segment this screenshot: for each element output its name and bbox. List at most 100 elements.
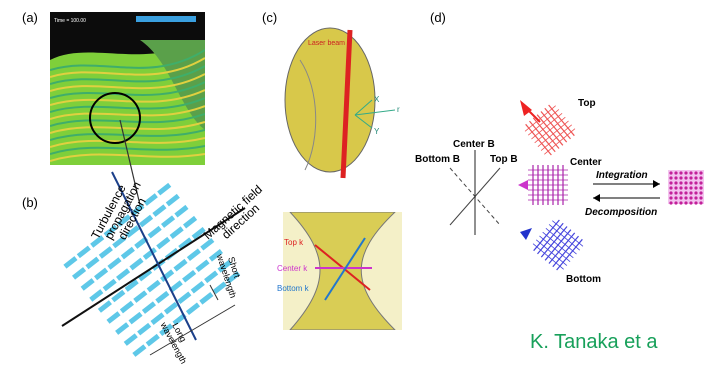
lattice-dot (684, 201, 687, 204)
lattice-dot (684, 171, 687, 174)
stripe (108, 239, 214, 322)
lattice-dot (679, 191, 682, 194)
lattice-dot (679, 181, 682, 184)
lattice-dot (669, 191, 672, 194)
lattice-dot (699, 181, 702, 184)
lattice-dot (679, 196, 682, 199)
lattice-dot (699, 191, 702, 194)
credit: K. Tanaka et a (530, 331, 658, 353)
lattice-dot (679, 171, 682, 174)
operation-label: Decomposition (585, 207, 657, 218)
lattice-dot (699, 186, 702, 189)
lattice-dot (684, 191, 687, 194)
lattice-dot (694, 196, 697, 199)
lattice-dot (684, 176, 687, 179)
lattice-dot (669, 196, 672, 199)
lattice-dot (699, 196, 702, 199)
lattice-line (544, 129, 575, 155)
lattice-line (549, 105, 575, 136)
panel-label: (b) (22, 195, 38, 210)
lattice-dot (669, 201, 672, 204)
lattice-line (539, 236, 570, 262)
lattice-dot (699, 176, 702, 179)
lattice-dot (694, 176, 697, 179)
lattice-label: Top (578, 98, 596, 109)
stripe (99, 228, 205, 311)
lattice-dot (674, 181, 677, 184)
b-label: Bottom B (415, 154, 460, 165)
integrated-lattice (668, 170, 704, 205)
lattice-dot (689, 196, 692, 199)
k-label: Top k (284, 238, 304, 247)
lattice-dot (684, 181, 687, 184)
lattice-dot (679, 186, 682, 189)
lattice-dot (684, 186, 687, 189)
panel-label: (c) (262, 10, 277, 25)
lattice-line (533, 244, 564, 270)
lattice-dot (674, 191, 677, 194)
axis-label: r (397, 105, 400, 114)
magnetic-label: Magnetic field direction (201, 182, 273, 251)
figure: (a) Time = 100.00 (b) Turbulence propaga… (0, 0, 704, 373)
lattice-line (541, 125, 572, 151)
lattice-dot (674, 176, 677, 179)
center-lattice (528, 165, 568, 205)
axis-label: X (374, 95, 380, 104)
b-label: Center B (453, 139, 495, 150)
lattice-line (536, 240, 567, 266)
lattice-dot (684, 196, 687, 199)
lattice-line (549, 233, 575, 264)
axis-label: Y (374, 127, 380, 136)
lattice-dot (694, 201, 697, 204)
wave-stripes (65, 184, 240, 355)
operation-label: Integration (596, 170, 648, 181)
panel-label: (d) (430, 10, 446, 25)
lattice-dot (674, 196, 677, 199)
lattice-dot (669, 176, 672, 179)
k-label: Center k (277, 264, 308, 273)
lattice-dot (674, 201, 677, 204)
lattice-line (557, 239, 583, 270)
lattice-dot (694, 191, 697, 194)
panel-a-image (50, 12, 205, 165)
lattice-dot (699, 171, 702, 174)
k-label: Bottom k (277, 284, 310, 293)
lattice-dot (694, 171, 697, 174)
short-label: Short wavelength (214, 249, 247, 299)
lattice-line (553, 236, 579, 267)
lattice-line (543, 232, 574, 258)
arrowhead (593, 194, 600, 202)
long-label: Long wavelength (158, 315, 198, 365)
lattice-dot (669, 171, 672, 174)
lattice-line (545, 108, 571, 139)
lattice-line (541, 111, 567, 142)
lattice-dot (669, 181, 672, 184)
arrowhead (653, 180, 660, 188)
lattice-dot (689, 191, 692, 194)
lattice-dot (694, 186, 697, 189)
lattice-dot (674, 171, 677, 174)
colorbar (136, 16, 196, 22)
lattice-dot (669, 186, 672, 189)
lattice-dot (699, 201, 702, 204)
lattice-dot (679, 201, 682, 204)
lattice-dot (689, 186, 692, 189)
lattice-dot (689, 181, 692, 184)
lattice-dot (674, 186, 677, 189)
stripe (117, 250, 223, 333)
lattice-label: Bottom (566, 274, 601, 285)
lattice-dot (689, 201, 692, 204)
b-label: Top B (490, 154, 518, 165)
lattice-dot (689, 171, 692, 174)
time-label: Time = 100.00 (54, 18, 86, 24)
bottom-arrow (520, 228, 532, 240)
lattice-dot (694, 181, 697, 184)
lattice-dot (689, 176, 692, 179)
lattice-line (538, 121, 569, 147)
laser-label: Laser beam (308, 40, 345, 47)
center-arrow (518, 180, 528, 190)
lattice-label: Center (570, 157, 602, 168)
plasma-top (285, 28, 375, 172)
panel-label: (a) (22, 10, 38, 25)
lattice-dot (679, 176, 682, 179)
